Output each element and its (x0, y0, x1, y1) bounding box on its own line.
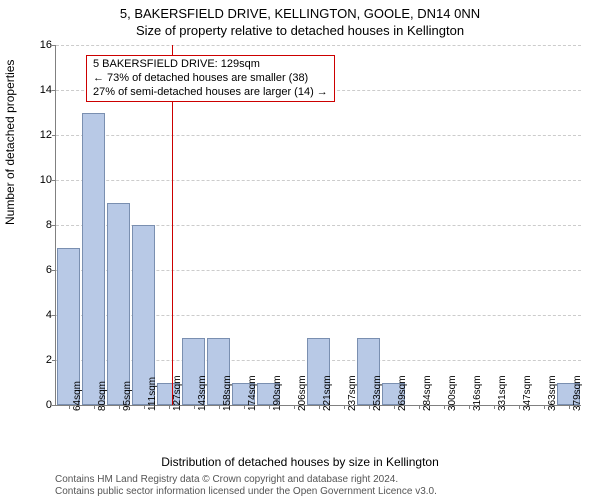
xtick-mark (294, 405, 295, 409)
xtick-label: 363sqm (547, 375, 558, 411)
xtick-mark (394, 405, 395, 409)
xtick-label: 190sqm (272, 375, 283, 411)
xtick-label: 347sqm (522, 375, 533, 411)
xtick-label: 300sqm (447, 375, 458, 411)
xtick-label: 269sqm (397, 375, 408, 411)
xtick-label: 253sqm (372, 375, 383, 411)
xtick-mark (369, 405, 370, 409)
xtick-mark (244, 405, 245, 409)
xtick-mark (344, 405, 345, 409)
ytick-mark (52, 135, 56, 136)
ytick-mark (52, 315, 56, 316)
ytick-label: 4 (22, 309, 52, 321)
xtick-mark (319, 405, 320, 409)
attribution-footer: Contains HM Land Registry data © Crown c… (55, 474, 437, 498)
ytick-label: 2 (22, 354, 52, 366)
xtick-label: 221sqm (322, 375, 333, 411)
annotation-line1: 5 BAKERSFIELD DRIVE: 129sqm (93, 58, 328, 72)
xtick-mark (169, 405, 170, 409)
xtick-mark (194, 405, 195, 409)
chart-container: 5, BAKERSFIELD DRIVE, KELLINGTON, GOOLE,… (0, 0, 600, 500)
footer-line2: Contains public sector information licen… (55, 486, 437, 498)
bar (82, 113, 106, 406)
ytick-mark (52, 225, 56, 226)
xtick-label: 80sqm (97, 381, 108, 411)
ytick-label: 14 (22, 84, 52, 96)
chart-title-line2: Size of property relative to detached ho… (0, 21, 600, 38)
xtick-mark (419, 405, 420, 409)
ytick-mark (52, 180, 56, 181)
xtick-label: 379sqm (572, 375, 583, 411)
ytick-mark (52, 360, 56, 361)
xtick-label: 206sqm (297, 375, 308, 411)
xtick-label: 331sqm (497, 375, 508, 411)
ytick-mark (52, 405, 56, 406)
xtick-mark (69, 405, 70, 409)
ytick-label: 0 (22, 399, 52, 411)
ytick-label: 12 (22, 129, 52, 141)
gridline (56, 45, 581, 46)
xtick-label: 111sqm (147, 377, 158, 411)
x-axis-label: Distribution of detached houses by size … (0, 455, 600, 469)
xtick-mark (94, 405, 95, 409)
xtick-label: 95sqm (122, 381, 133, 411)
ytick-label: 8 (22, 219, 52, 231)
xtick-label: 127sqm (172, 375, 183, 411)
xtick-mark (469, 405, 470, 409)
ytick-label: 6 (22, 264, 52, 276)
gridline (56, 180, 581, 181)
plot-area: 5 BAKERSFIELD DRIVE: 129sqm ← 73% of det… (55, 45, 581, 406)
xtick-mark (494, 405, 495, 409)
annotation-box: 5 BAKERSFIELD DRIVE: 129sqm ← 73% of det… (86, 55, 335, 102)
ytick-mark (52, 45, 56, 46)
xtick-mark (119, 405, 120, 409)
xtick-mark (519, 405, 520, 409)
annotation-line2: ← 73% of detached houses are smaller (38… (93, 72, 328, 86)
y-axis-label: Number of detached properties (3, 60, 17, 225)
bar (107, 203, 131, 406)
xtick-label: 237sqm (347, 375, 358, 411)
xtick-label: 174sqm (247, 375, 258, 411)
ytick-label: 16 (22, 39, 52, 51)
xtick-mark (444, 405, 445, 409)
annotation-line3: 27% of semi-detached houses are larger (… (93, 86, 328, 100)
chart-title-line1: 5, BAKERSFIELD DRIVE, KELLINGTON, GOOLE,… (0, 0, 600, 21)
xtick-mark (569, 405, 570, 409)
xtick-label: 284sqm (422, 375, 433, 411)
xtick-label: 158sqm (222, 375, 233, 411)
footer-line1: Contains HM Land Registry data © Crown c… (55, 474, 437, 486)
xtick-mark (144, 405, 145, 409)
xtick-mark (544, 405, 545, 409)
xtick-mark (219, 405, 220, 409)
ytick-mark (52, 90, 56, 91)
ytick-label: 10 (22, 174, 52, 186)
ytick-mark (52, 270, 56, 271)
xtick-label: 64sqm (72, 381, 83, 411)
xtick-mark (269, 405, 270, 409)
xtick-label: 316sqm (472, 375, 483, 411)
gridline (56, 135, 581, 136)
xtick-label: 143sqm (197, 375, 208, 411)
